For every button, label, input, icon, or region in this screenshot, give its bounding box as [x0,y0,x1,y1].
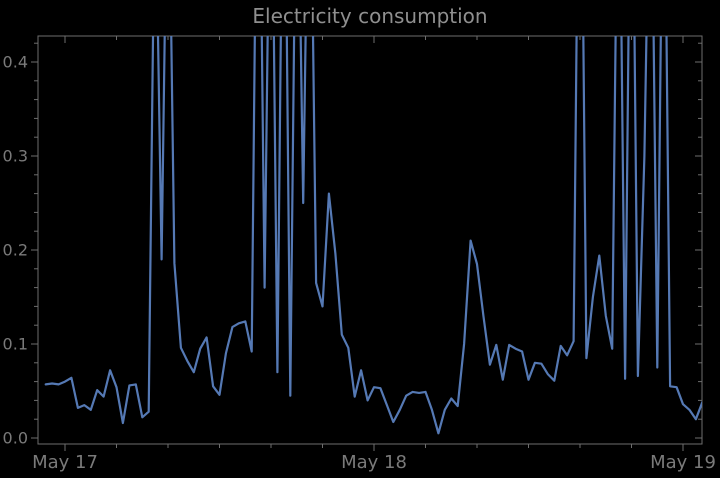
plot-frame [37,35,703,445]
y-tick-label: 0.1 [3,335,28,354]
y-tick-label: 0.2 [3,241,28,260]
y-tick-label: 0.0 [3,429,28,448]
y-tick-label: 0.3 [3,147,28,166]
data-line [44,36,702,435]
chart-title: Electricity consumption [252,4,488,28]
x-tick-label: May 17 [32,452,98,473]
x-tick-label: May 19 [650,452,716,473]
y-tick-label: 0.4 [3,53,28,72]
x-tick-label: May 18 [341,452,407,473]
